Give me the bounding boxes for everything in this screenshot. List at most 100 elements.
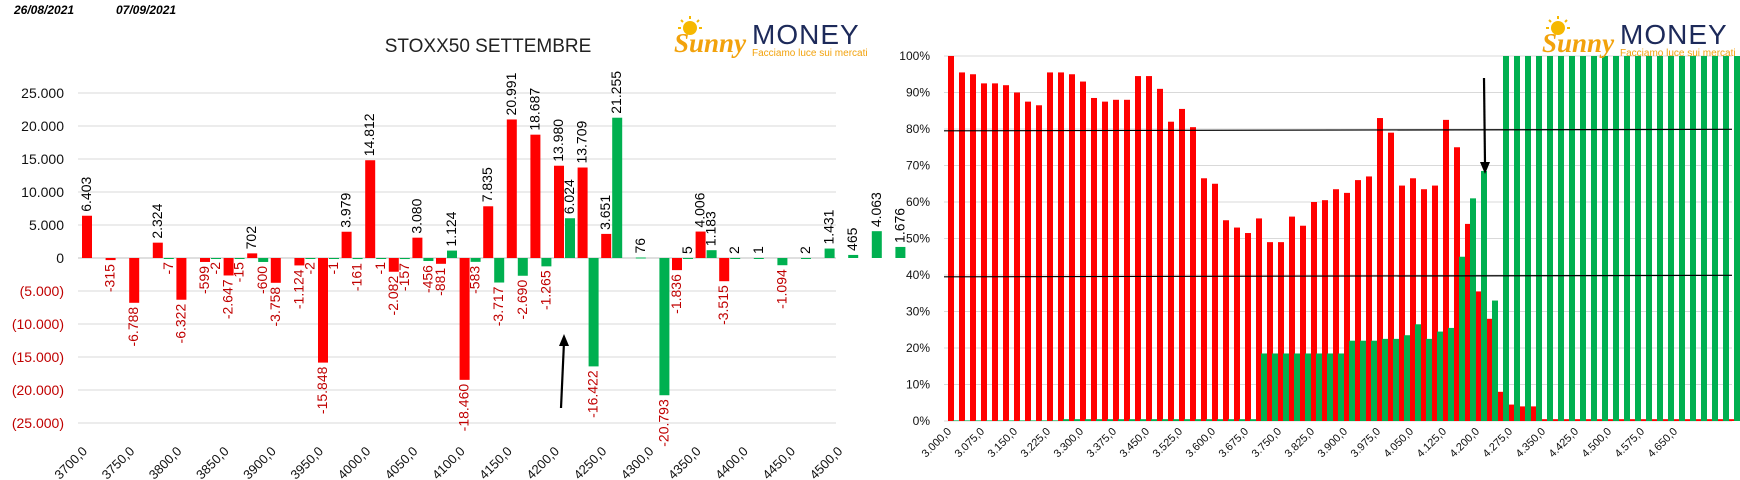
- data-label: -3.717: [490, 286, 506, 326]
- bar-red: [719, 258, 730, 282]
- bar-green: [1547, 56, 1553, 421]
- bar-green: [1063, 419, 1069, 421]
- data-label: 6.403: [78, 176, 94, 211]
- bar-red: [530, 134, 541, 258]
- bar-green: [1393, 338, 1399, 421]
- bar-green: [329, 258, 339, 259]
- bar-green: [352, 258, 363, 260]
- bar-green: [1536, 56, 1542, 421]
- y-tick-label: 0%: [913, 414, 931, 428]
- bar-red: [1333, 189, 1339, 421]
- bar-red: [601, 233, 612, 258]
- bar-green: [730, 257, 741, 259]
- bar-red: [506, 119, 517, 258]
- y-tick-label: 60%: [906, 195, 930, 209]
- x-tick-label: 4400,0: [712, 444, 751, 480]
- bar-green: [953, 420, 959, 421]
- bar-green: [997, 420, 1003, 421]
- bar-red: [981, 83, 987, 421]
- x-tick-label: 3750,0: [99, 444, 138, 480]
- bar-green: [1118, 419, 1124, 421]
- bar-red: [1465, 223, 1471, 421]
- bar-red: [1311, 202, 1317, 421]
- data-label: -157: [396, 263, 412, 291]
- bar-green: [1173, 419, 1179, 421]
- data-label: 7.835: [479, 167, 495, 202]
- bar-green: [1294, 353, 1300, 421]
- bar-red: [1289, 216, 1295, 421]
- bar-red: [1234, 227, 1240, 421]
- data-label: -3.758: [267, 287, 283, 327]
- y-tick-label: (5.000): [20, 283, 64, 299]
- data-label: 18.687: [526, 88, 542, 131]
- bar-red: [1113, 99, 1119, 422]
- bar-green: [1459, 256, 1465, 421]
- bar-green: [494, 258, 505, 283]
- bar-green: [1602, 56, 1608, 421]
- bar-red: [992, 83, 998, 421]
- bar-red: [1454, 147, 1460, 421]
- data-label: 1.183: [703, 211, 719, 246]
- bar-green: [753, 257, 764, 259]
- bar-red: [1619, 419, 1625, 421]
- bar-red: [1223, 220, 1229, 421]
- bar-red: [1674, 419, 1680, 421]
- logo-tagline: Facciamo luce sui mercati: [1620, 48, 1736, 59]
- data-label: 21.255: [608, 71, 624, 114]
- bar-red: [1652, 419, 1658, 421]
- bar-red: [1564, 419, 1570, 421]
- bar-green: [211, 258, 221, 259]
- bar-green: [1074, 419, 1080, 421]
- x-tick-label: 3.300,0: [1052, 426, 1086, 460]
- y-tick-label: (10.000): [12, 316, 64, 332]
- bar-red: [1300, 225, 1306, 421]
- bar-red: [176, 258, 187, 300]
- x-tick-label: 4150,0: [476, 444, 515, 480]
- bar-red: [1080, 81, 1086, 422]
- y-tick-label: 90%: [906, 86, 930, 100]
- bar-red: [270, 258, 281, 283]
- bar-green: [1448, 327, 1454, 421]
- bar-green: [1646, 56, 1652, 421]
- arrow-head: [559, 334, 569, 346]
- x-tick-label: 4100,0: [429, 444, 468, 480]
- bar-red: [483, 206, 494, 258]
- x-tick-label: 4000,0: [335, 444, 374, 480]
- data-label: 13.980: [550, 119, 566, 162]
- bar-red: [1135, 76, 1141, 421]
- logo-brand-a: Sunny: [1542, 28, 1615, 58]
- bar-red: [1498, 391, 1504, 421]
- bar-green: [517, 258, 528, 276]
- data-label: -315: [102, 264, 118, 292]
- bar-green: [1305, 353, 1311, 421]
- y-tick-label: 100%: [899, 49, 930, 63]
- x-tick-label: 4.575,0: [1613, 426, 1647, 460]
- bar-red: [341, 231, 352, 258]
- x-tick-label: 3850,0: [193, 444, 232, 480]
- data-label: -16.422: [585, 370, 601, 418]
- data-label: -1: [372, 262, 388, 275]
- y-tick-label: 40%: [906, 268, 930, 282]
- bar-green: [1360, 340, 1366, 421]
- data-label: -15: [231, 262, 247, 282]
- arrow-shaft: [559, 341, 566, 409]
- data-label: 6.024: [561, 179, 577, 214]
- data-label: -600: [254, 266, 270, 294]
- bar-red: [1212, 183, 1218, 421]
- y-tick-label: 20.000: [21, 118, 64, 134]
- data-label: -1.094: [773, 269, 789, 309]
- bar-red: [200, 258, 210, 262]
- x-tick-label: 3.825,0: [1283, 426, 1317, 460]
- x-tick-label: 3.075,0: [953, 426, 987, 460]
- data-label: 14.812: [361, 113, 377, 156]
- bar-green: [1679, 56, 1685, 421]
- bar-red: [1256, 218, 1262, 421]
- bar-green: [1250, 419, 1256, 421]
- bar-red: [1707, 419, 1713, 421]
- x-tick-label: 3.525,0: [1151, 426, 1185, 460]
- sun-icon: [1546, 16, 1570, 35]
- bar-green: [1591, 56, 1597, 421]
- bar-red: [129, 258, 140, 303]
- data-label: -1: [325, 262, 341, 275]
- sunny-money-logo-left: Sunny MONEY Facciamo luce sui mercati: [674, 16, 868, 59]
